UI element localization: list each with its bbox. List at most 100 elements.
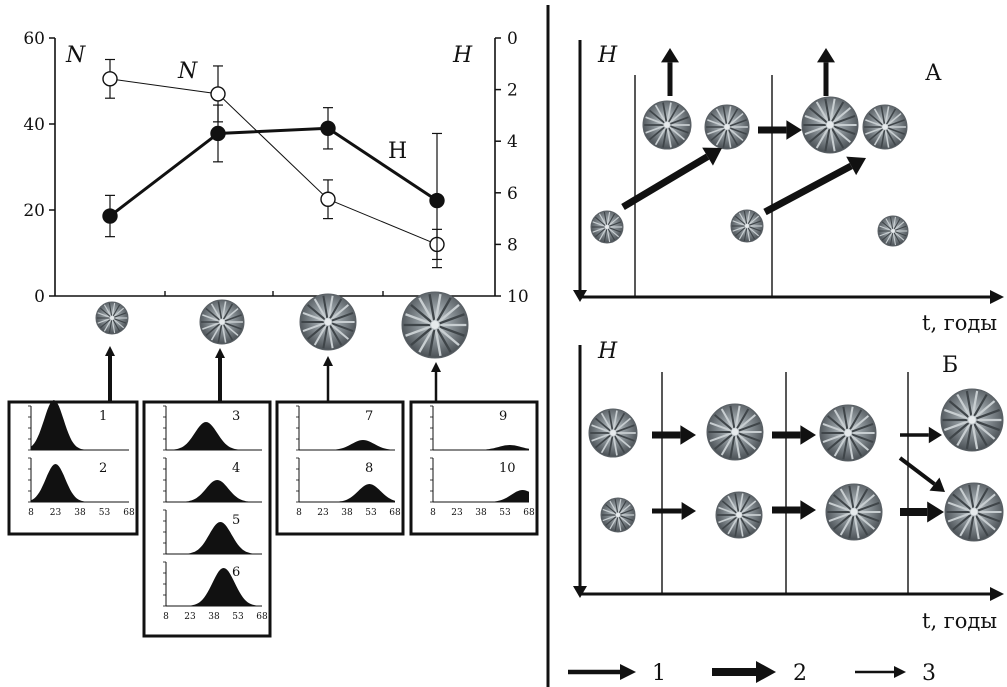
urchin-ray	[839, 515, 853, 536]
hist-area	[166, 480, 262, 502]
urchin-ray	[729, 128, 744, 142]
urchin-ray	[720, 408, 734, 429]
urchin-ray	[648, 109, 665, 124]
urchin-ray	[729, 112, 744, 126]
urchin-ray	[828, 501, 851, 512]
urchin-ray	[973, 423, 988, 447]
hist-x-tick-label: 53	[99, 508, 111, 518]
urchin-center	[731, 428, 739, 436]
urchin-center	[826, 121, 834, 129]
urchin-ray	[738, 421, 761, 432]
urchin-center	[431, 321, 439, 329]
urchin-ray	[815, 101, 829, 122]
urchin-ray	[849, 436, 863, 457]
urchin-ray	[720, 435, 734, 456]
hist-panel-number: 9	[499, 409, 507, 424]
urchin-ray	[832, 126, 852, 143]
legend: 1 2 3	[568, 661, 936, 686]
urchin-ray	[222, 324, 234, 341]
urchin-ray	[598, 213, 607, 226]
right-axis-label: H	[452, 43, 473, 68]
left-tick-label: 20	[23, 201, 45, 221]
urchin-ray	[438, 303, 460, 323]
urchin-ray	[605, 516, 617, 526]
urchin-ray	[956, 423, 971, 447]
urchin-icon	[825, 483, 883, 541]
right-tick-label: 4	[507, 132, 518, 152]
legend-label-1: 1	[652, 661, 666, 686]
transition-arrow-head	[928, 426, 942, 444]
urchin-ray	[710, 128, 725, 142]
urchin-center	[324, 318, 332, 326]
urchin-icon	[600, 497, 636, 533]
urchin-ray	[592, 221, 605, 227]
hist-x-tick-label: 53	[499, 508, 511, 518]
urchin-ray	[740, 495, 751, 513]
urchin-ray	[224, 314, 242, 322]
up-arrowhead	[431, 362, 441, 372]
urchin-ray	[734, 215, 746, 225]
left-tick-label: 0	[34, 287, 45, 307]
urchin-ray	[729, 435, 736, 459]
urchin-ray	[669, 126, 686, 141]
hist-panel-number: 5	[232, 513, 240, 528]
hist-x-tick-label: 8	[163, 612, 169, 622]
urchin-icon	[877, 215, 909, 247]
urchin-center	[219, 319, 225, 325]
hist-panel-number: 3	[232, 409, 240, 424]
urchin-ray	[851, 433, 874, 444]
urchin-ray	[618, 500, 627, 514]
urchin-ray	[749, 226, 762, 232]
urchin-ray	[850, 434, 870, 451]
panel-a-x-arrowhead	[990, 290, 1004, 304]
urchin-ray	[645, 116, 664, 125]
urchin-ray	[738, 518, 744, 537]
legend-label-2: 2	[793, 661, 807, 686]
panel-b-letter: Б	[942, 353, 958, 378]
hist-panel-number: 1	[99, 409, 107, 424]
hist-panel-number: 6	[232, 565, 240, 580]
urchin-ray	[103, 304, 112, 317]
urchin-ray	[947, 512, 971, 523]
urchin-ray	[727, 517, 738, 535]
urchin-ray	[873, 108, 885, 125]
urchin-ray	[614, 517, 619, 532]
urchin-ray	[668, 127, 680, 146]
hist-area	[299, 484, 395, 502]
urchin-ray	[747, 212, 756, 225]
urchin-ray	[855, 488, 869, 509]
urchin-ray	[968, 484, 975, 508]
urchin-ray	[707, 119, 725, 127]
urchin-ray	[654, 104, 666, 123]
urchin-ray	[330, 304, 350, 321]
urchin-ray	[721, 516, 737, 530]
urchin-ray	[616, 433, 635, 442]
urchin-ray	[224, 322, 242, 330]
urchin-ray	[726, 130, 732, 148]
urchin-ray	[202, 314, 220, 322]
urchin-ray	[808, 107, 828, 124]
series-layer	[102, 58, 445, 269]
urchin-icon	[199, 299, 245, 345]
urchin-ray	[885, 129, 897, 146]
urchin-ray	[598, 228, 607, 241]
urchin-ray	[831, 128, 845, 149]
urchin-ray	[410, 303, 432, 323]
urchin-ray	[857, 512, 880, 523]
panel-a-shapes	[590, 48, 909, 247]
hist-x-tick-label: 68	[523, 508, 535, 518]
urchin-ray	[619, 516, 631, 526]
urchin-ray	[302, 311, 325, 322]
hist-x-tick-label: 38	[341, 508, 353, 518]
transition-arrow	[763, 162, 853, 216]
urchin-ray	[600, 435, 612, 454]
urchin-ray	[438, 327, 460, 347]
urchin-ray	[418, 328, 434, 353]
urchin-ray	[727, 495, 738, 513]
urchin-ray	[217, 325, 223, 343]
urchin-ray	[826, 415, 846, 432]
urchin-ray	[313, 298, 327, 319]
hist-panel-number: 7	[365, 409, 373, 424]
urchin-ray	[857, 501, 880, 512]
